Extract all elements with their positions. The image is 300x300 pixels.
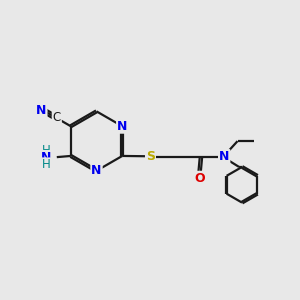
Text: N: N — [40, 151, 51, 164]
Text: N: N — [36, 104, 46, 117]
Text: N: N — [91, 164, 102, 177]
Text: H: H — [41, 158, 50, 171]
Text: S: S — [146, 150, 155, 163]
Text: N: N — [117, 120, 128, 133]
Text: C: C — [53, 111, 61, 124]
Text: N: N — [219, 150, 230, 163]
Text: H: H — [41, 143, 50, 157]
Text: O: O — [194, 172, 205, 185]
